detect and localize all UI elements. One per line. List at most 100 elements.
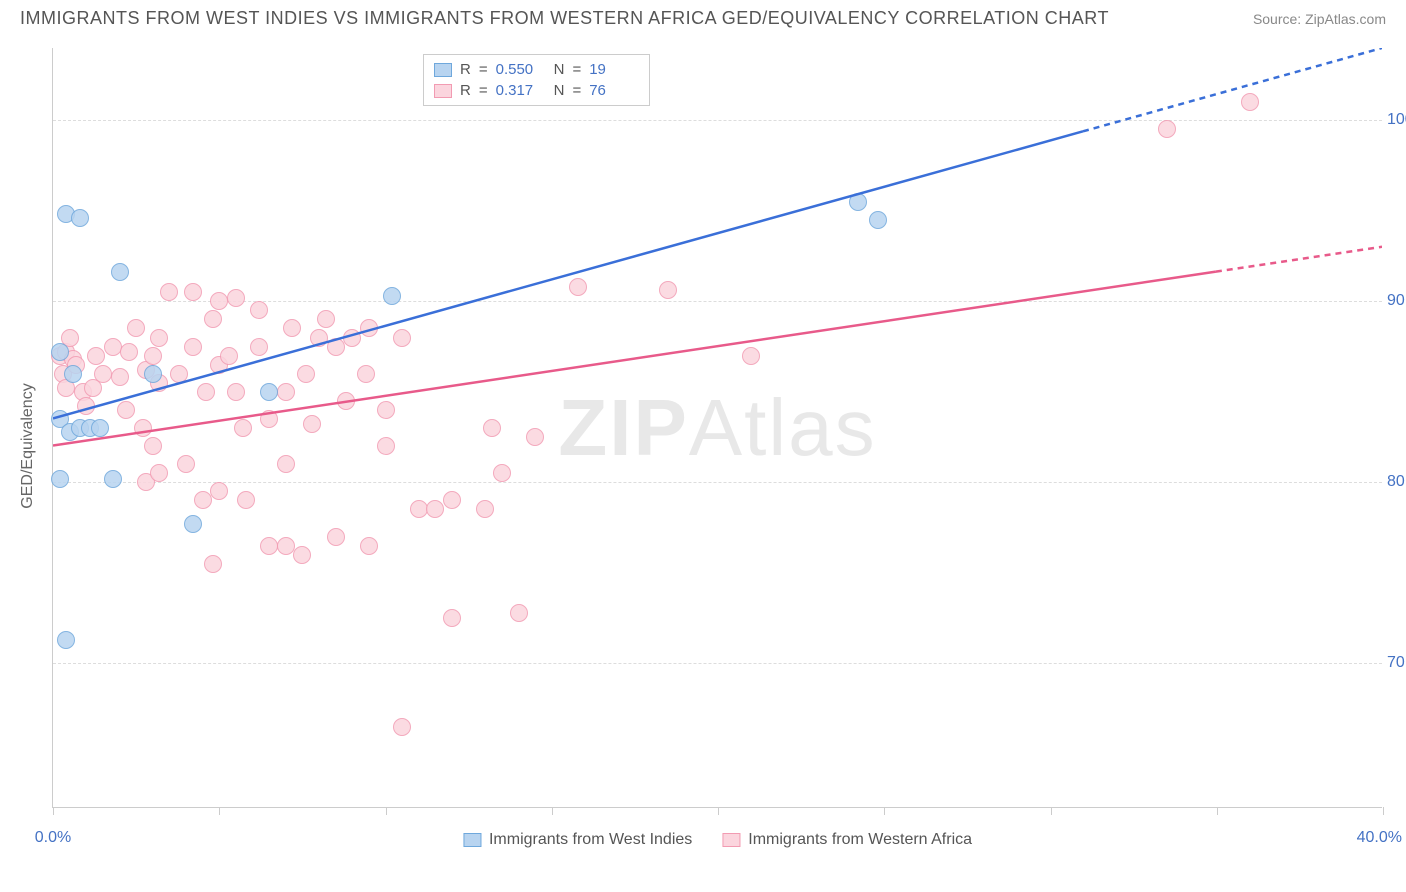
scatter-point-pink — [210, 292, 228, 310]
scatter-point-pink — [443, 609, 461, 627]
scatter-point-pink — [393, 718, 411, 736]
scatter-point-pink — [493, 464, 511, 482]
scatter-point-blue — [184, 515, 202, 533]
y-tick-label: 70.0% — [1387, 654, 1406, 672]
scatter-point-pink — [184, 338, 202, 356]
chart-title: IMMIGRANTS FROM WEST INDIES VS IMMIGRANT… — [20, 8, 1109, 29]
x-tick — [884, 807, 885, 815]
scatter-point-blue — [383, 287, 401, 305]
scatter-point-pink — [343, 329, 361, 347]
scatter-point-pink — [150, 464, 168, 482]
scatter-point-pink — [377, 401, 395, 419]
scatter-point-pink — [337, 392, 355, 410]
x-tick — [1051, 807, 1052, 815]
scatter-point-pink — [104, 338, 122, 356]
scatter-point-pink — [250, 338, 268, 356]
scatter-point-pink — [327, 338, 345, 356]
legend-swatch-blue — [463, 833, 481, 847]
x-axis-min-label: 0.0% — [35, 829, 71, 847]
source-label: Source: ZipAtlas.com — [1253, 11, 1386, 27]
scatter-point-pink — [526, 428, 544, 446]
scatter-point-pink — [426, 500, 444, 518]
scatter-point-pink — [227, 289, 245, 307]
y-tick-label: 90.0% — [1387, 292, 1406, 310]
scatter-point-pink — [443, 491, 461, 509]
scatter-point-pink — [742, 347, 760, 365]
scatter-point-pink — [210, 482, 228, 500]
scatter-point-pink — [117, 401, 135, 419]
scatter-point-blue — [111, 263, 129, 281]
scatter-point-pink — [144, 347, 162, 365]
x-tick — [718, 807, 719, 815]
scatter-point-blue — [57, 631, 75, 649]
scatter-point-pink — [277, 455, 295, 473]
scatter-point-pink — [327, 528, 345, 546]
scatter-point-pink — [260, 410, 278, 428]
scatter-point-pink — [377, 437, 395, 455]
scatter-point-pink — [127, 319, 145, 337]
scatter-point-pink — [1158, 120, 1176, 138]
scatter-point-pink — [194, 491, 212, 509]
scatter-point-blue — [64, 365, 82, 383]
swatch-blue — [434, 63, 452, 77]
scatter-point-pink — [184, 283, 202, 301]
x-tick — [53, 807, 54, 815]
bottom-legend: Immigrants from West Indies Immigrants f… — [463, 831, 972, 849]
y-tick-label: 100.0% — [1387, 111, 1406, 129]
scatter-point-pink — [483, 419, 501, 437]
scatter-point-pink — [303, 415, 321, 433]
plot-area: ZIPAtlas 70.0%80.0%90.0%100.0% R = 0.550… — [52, 48, 1382, 808]
x-tick — [1383, 807, 1384, 815]
x-tick — [552, 807, 553, 815]
legend-item-pink: Immigrants from Western Africa — [722, 831, 972, 849]
stats-row-pink: R = 0.317 N = 76 — [434, 80, 639, 101]
x-tick — [1217, 807, 1218, 815]
scatter-point-pink — [283, 319, 301, 337]
x-tick — [386, 807, 387, 815]
scatter-point-pink — [393, 329, 411, 347]
x-tick — [219, 807, 220, 815]
y-tick-label: 80.0% — [1387, 473, 1406, 491]
scatter-point-pink — [297, 365, 315, 383]
scatter-point-blue — [71, 209, 89, 227]
scatter-point-blue — [51, 343, 69, 361]
scatter-point-pink — [227, 383, 245, 401]
scatter-point-pink — [410, 500, 428, 518]
scatter-point-pink — [87, 347, 105, 365]
scatter-point-pink — [120, 343, 138, 361]
scatter-point-pink — [84, 379, 102, 397]
scatter-point-blue — [869, 211, 887, 229]
scatter-point-pink — [77, 397, 95, 415]
scatter-point-pink — [220, 347, 238, 365]
scatter-point-pink — [160, 283, 178, 301]
scatter-point-pink — [144, 437, 162, 455]
scatter-point-pink — [197, 383, 215, 401]
scatter-point-pink — [310, 329, 328, 347]
scatter-point-pink — [204, 310, 222, 328]
scatter-point-pink — [260, 537, 278, 555]
y-axis-label: GED/Equivalency — [19, 383, 37, 508]
scatter-point-pink — [204, 555, 222, 573]
scatter-point-pink — [293, 546, 311, 564]
scatter-point-pink — [317, 310, 335, 328]
scatter-point-blue — [104, 470, 122, 488]
swatch-pink — [434, 84, 452, 98]
scatter-point-blue — [91, 419, 109, 437]
scatter-point-pink — [360, 319, 378, 337]
scatter-point-pink — [659, 281, 677, 299]
scatter-point-pink — [250, 301, 268, 319]
scatter-point-pink — [510, 604, 528, 622]
scatter-point-blue — [51, 470, 69, 488]
scatter-point-pink — [569, 278, 587, 296]
legend-item-blue: Immigrants from West Indies — [463, 831, 692, 849]
scatter-point-pink — [234, 419, 252, 437]
scatter-point-blue — [260, 383, 278, 401]
scatter-point-pink — [277, 383, 295, 401]
scatter-point-pink — [111, 368, 129, 386]
stats-row-blue: R = 0.550 N = 19 — [434, 59, 639, 80]
legend-swatch-pink — [722, 833, 740, 847]
scatter-point-pink — [357, 365, 375, 383]
scatter-point-pink — [360, 537, 378, 555]
scatter-point-pink — [177, 455, 195, 473]
stats-legend-box: R = 0.550 N = 19 R = 0.317 N = 76 — [423, 54, 650, 106]
